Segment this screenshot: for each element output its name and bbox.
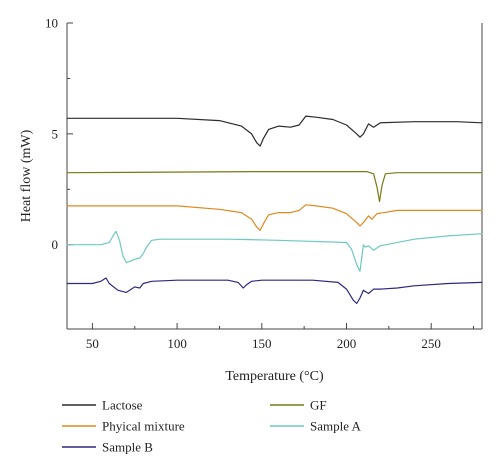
axes-group: 50 100 150 200 250 0 5 10	[45, 16, 483, 351]
series-line-gf	[66, 171, 483, 203]
series-line-sample-a	[66, 230, 483, 272]
x-tick-label: 250	[421, 336, 441, 351]
x-tick-label: 100	[167, 336, 187, 351]
x-tick-label: 50	[86, 336, 99, 351]
legend: Lactose GF Phyical mixture Sample A Sample B	[62, 398, 362, 455]
x-tick-label: 150	[252, 336, 272, 351]
series-line-lactose	[66, 115, 483, 147]
legend-label-sample-b: Sample B	[102, 440, 153, 455]
legend-label-sample-a: Sample A	[310, 419, 362, 434]
legend-label-phyical-mixture: Phyical mixture	[102, 419, 185, 434]
y-axis-label: Heat flow (mW)	[19, 129, 34, 222]
x-axis-label: Temperature (°C)	[225, 369, 324, 384]
legend-label-lactose: Lactose	[102, 398, 143, 413]
series-line-sample-b	[66, 277, 483, 305]
series-group	[66, 115, 483, 305]
y-tick-label: 10	[45, 16, 58, 31]
y-tick-label: 0	[52, 237, 59, 252]
legend-label-gf: GF	[310, 398, 327, 413]
x-tick-label: 200	[337, 336, 357, 351]
y-tick-label: 5	[52, 126, 59, 141]
series-line-phyical-mixture	[66, 204, 483, 231]
